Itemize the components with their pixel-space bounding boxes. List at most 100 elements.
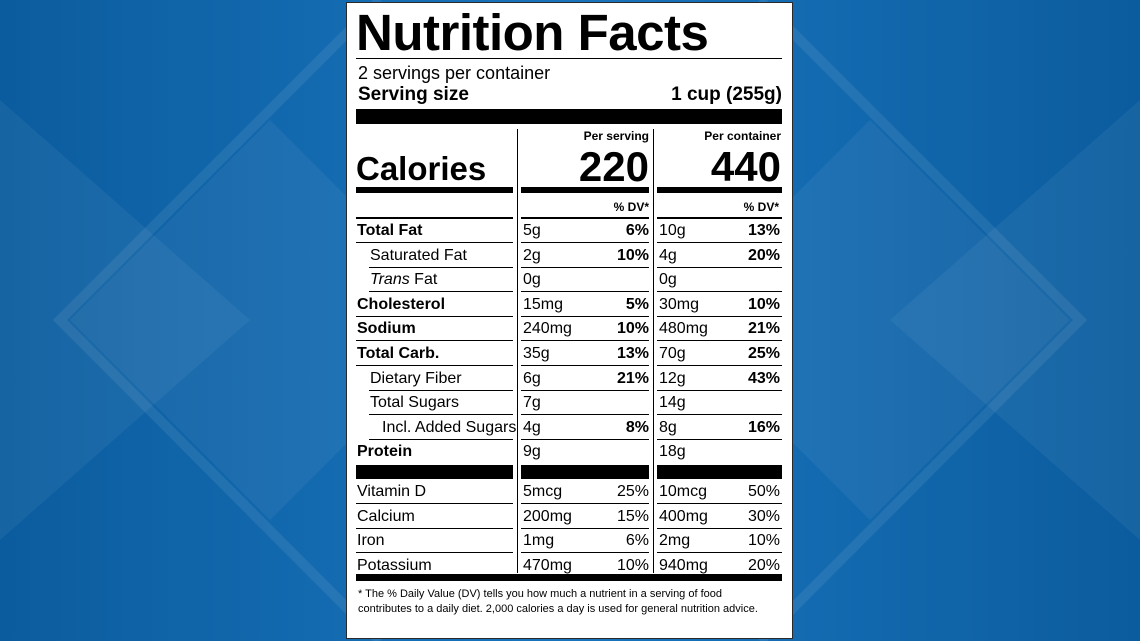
nutrient-name: Saturated Fat — [370, 247, 467, 265]
row-rule-name — [356, 340, 513, 342]
row-rule-serving — [521, 414, 649, 416]
dv-heading-container: % DV* — [743, 200, 779, 214]
serving-amount: 7g — [523, 394, 541, 412]
column-divider-container — [653, 129, 654, 573]
dv-heading-serving: % DV* — [613, 200, 649, 214]
row-rule-container — [657, 242, 782, 243]
vitamin-name: Potassium — [357, 556, 432, 574]
vitamin-name: Vitamin D — [357, 483, 427, 500]
row-rule-container — [657, 389, 782, 391]
row-rule-container — [657, 552, 782, 554]
row-rule-serving — [521, 365, 649, 366]
container-dv: 16% — [747, 418, 780, 436]
nutrient-name-text: Incl. Added Sugars — [382, 418, 517, 436]
container-amount: 940mg — [659, 556, 708, 574]
serving-size-value: 1 cup (255g) — [671, 84, 782, 105]
serving-dv: 25% — [616, 483, 649, 500]
container-dv: 10% — [747, 532, 780, 550]
container-amount: 0g — [659, 271, 677, 289]
row-rule-name — [356, 527, 513, 529]
row-rule-container — [657, 315, 782, 317]
row-rule-container — [657, 266, 782, 268]
nutrient-row: Cholesterol 15mg 5% 30mg 10% — [356, 293, 782, 317]
nutrient-row: Protein 9g 18g — [356, 440, 782, 464]
nutrient-row: Total Fat 5g 6% 10g 13% — [356, 219, 782, 243]
serving-dv: 15% — [616, 507, 649, 525]
nutrient-name: Incl. Added Sugars — [382, 419, 516, 437]
serving-dv: 13% — [616, 345, 649, 362]
dv-rule-serving — [521, 217, 649, 219]
footnote: * The % Daily Value (DV) tells you how m… — [358, 588, 758, 615]
serving-amount: 0g — [523, 271, 541, 289]
calories-label: Calories — [356, 150, 487, 187]
vitamin-row: Calcium 200mg 15% 400mg 30% — [356, 505, 782, 529]
row-rule-container — [657, 503, 782, 504]
serving-amount: 4g — [523, 418, 541, 436]
container-amount: 8g — [659, 418, 677, 436]
calories-rule-name — [356, 187, 513, 193]
container-dv: 10% — [747, 295, 780, 313]
thick-rule-bottom — [356, 574, 782, 581]
row-rule-container — [657, 438, 782, 440]
nutrient-row: Total Sugars 7g 14g — [356, 391, 782, 416]
row-rule-name — [369, 291, 513, 293]
container-dv: 21% — [747, 320, 780, 338]
thick-rule-name — [356, 465, 513, 479]
row-rule-serving — [521, 552, 649, 554]
row-rule-serving — [521, 242, 649, 243]
calories-per-serving: 220 — [578, 143, 649, 190]
container-amount: 400mg — [659, 507, 708, 525]
nutrient-name: Sodium — [357, 320, 416, 338]
serving-dv: 10% — [616, 556, 649, 574]
serving-amount: 9g — [523, 443, 541, 461]
nutrient-name: Protein — [357, 443, 412, 461]
serving-amount: 5mcg — [523, 483, 563, 500]
nutrient-name-text: Total Carb. — [357, 345, 440, 362]
serving-dv: 5% — [625, 295, 649, 313]
nutrient-name-text: Cholesterol — [357, 295, 446, 313]
row-rule-name — [369, 389, 513, 391]
serving-amount: 5g — [523, 222, 541, 239]
nutrient-name-text: Protein — [357, 443, 413, 461]
vitamin-name: Calcium — [357, 507, 415, 525]
dv-rule-name — [356, 217, 513, 219]
serving-dv: 10% — [616, 246, 649, 264]
serving-amount: 15mg — [523, 295, 564, 313]
nutrient-name: Total Sugars — [370, 394, 459, 412]
serving-dv: 6% — [625, 222, 649, 239]
nutrient-name-italic: Trans — [370, 271, 410, 289]
nutrient-row: Sodium 240mg 10% 480mg 21% — [356, 317, 782, 342]
serving-amount: 200mg — [523, 507, 572, 525]
vitamin-row: Vitamin D 5mcg 25% 10mcg 50% — [356, 480, 782, 504]
row-rule-serving — [521, 266, 649, 268]
vitamin-row: Iron 1mg 6% 2mg 10% — [356, 529, 782, 554]
container-amount: 70g — [659, 345, 686, 362]
container-amount: 14g — [659, 394, 686, 412]
row-rule-name — [369, 266, 513, 268]
serving-dv: 8% — [625, 418, 649, 436]
container-amount: 30mg — [659, 295, 700, 313]
nutrient-name-text: Saturated Fat — [370, 246, 467, 264]
serving-amount: 240mg — [523, 320, 572, 338]
per-serving-heading: Per serving — [583, 129, 649, 143]
nutrient-name-suffix: Fat — [409, 271, 438, 289]
row-rule-name — [356, 552, 513, 554]
row-rule-serving — [521, 503, 649, 504]
container-dv: 43% — [747, 369, 780, 387]
container-dv: 50% — [747, 483, 780, 500]
nutrient-row: Saturated Fat 2g 10% 4g 20% — [356, 244, 782, 268]
nutrient-name: Dietary Fiber — [370, 370, 462, 388]
nutrient-name-text: Dietary Fiber — [370, 369, 462, 387]
vitamin-name: Iron — [357, 532, 385, 550]
row-rule-serving — [521, 291, 649, 293]
container-dv: 13% — [747, 222, 780, 239]
nutrient-name: Total Fat — [357, 222, 422, 240]
nutrient-name-text: Total Sugars — [370, 394, 459, 412]
serving-size-label: Serving size — [358, 84, 469, 105]
nutrient-name: Cholesterol — [357, 296, 445, 314]
nutrient-row: Incl. Added Sugars 4g 8% 8g 16% — [356, 416, 782, 440]
thick-rule-serving — [521, 465, 649, 479]
serving-amount: 2g — [523, 246, 541, 264]
container-amount: 12g — [659, 369, 686, 387]
servings-per-container: 2 servings per container — [358, 63, 551, 83]
